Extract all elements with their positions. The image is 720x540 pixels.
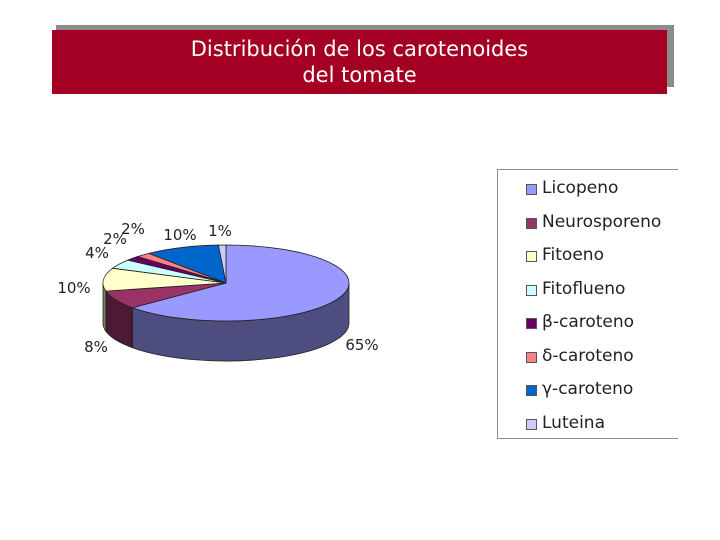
pie-label-β-caroteno: 2% [103, 230, 127, 248]
pie-slice-γ-caroteno [147, 244, 227, 284]
legend-swatch [526, 284, 537, 296]
pie-label-Licopeno: 65% [345, 336, 378, 354]
pie-slice-Licopeno [131, 244, 350, 322]
legend-label: Neurosporeno [542, 211, 662, 232]
legend-swatch [526, 418, 537, 430]
legend-label: γ-caroteno [542, 379, 634, 399]
pie-label-Fitoeno: 10% [57, 279, 90, 297]
legend-swatch [526, 351, 537, 363]
legend-swatch [526, 318, 537, 329]
legend-label: β-caroteno [542, 312, 635, 332]
legend-swatch [526, 184, 537, 195]
pie-label-δ-caroteno: 2% [121, 220, 145, 238]
title-line-1: Distribución de los carotenoides [190, 37, 529, 61]
pie-label-γ-caroteno: 10% [163, 226, 196, 244]
chart-legend: Licopeno Neurosporeno Fitoeno Fitoflueno β-c… [497, 169, 678, 439]
legend-label: Luteina [542, 412, 605, 433]
legend-swatch [526, 385, 537, 396]
pie-label-Luteina: 1% [208, 222, 232, 240]
pie-slice-Fitoeno [102, 267, 227, 292]
legend-label: Fitoflueno [542, 278, 626, 299]
slide-title: Distribución de los carotenoides del tom… [52, 30, 667, 94]
legend-label: δ-caroteno [542, 345, 634, 366]
pie-label-Neurosporeno: 8% [84, 338, 108, 356]
legend-swatch [526, 251, 537, 262]
legend-swatch [526, 217, 537, 229]
pie-label-Fitoflueno: 4% [85, 244, 109, 262]
legend-label: Licopeno [542, 178, 619, 198]
legend-label: Fitoeno [542, 245, 604, 265]
title-line-2: del tomate [302, 63, 417, 87]
pie-slice-Luteina [217, 244, 227, 284]
